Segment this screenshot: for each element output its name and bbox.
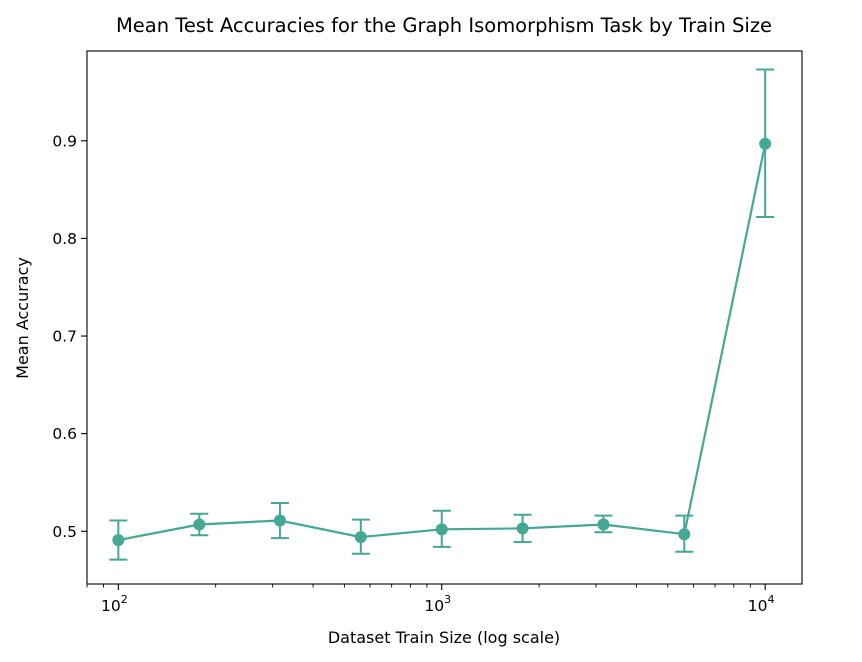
plot-frame	[86, 50, 803, 585]
data-point	[597, 518, 610, 531]
y-tick-label: 0.8	[52, 230, 77, 248]
data-point	[516, 522, 529, 535]
data-point	[354, 531, 367, 544]
x-tick-label: 102	[101, 593, 128, 615]
plot-area: 0.5 0.6 0.7 0.8 0.9 102 103 104	[52, 50, 803, 615]
data-point	[112, 534, 125, 547]
y-tick-label: 0.6	[52, 425, 77, 443]
data-point	[759, 137, 772, 150]
data-point	[435, 523, 448, 536]
y-tick-label: 0.5	[52, 523, 77, 541]
data-point	[678, 528, 691, 541]
series-line	[118, 143, 767, 542]
y-axis-label: Mean Accuracy	[13, 257, 32, 379]
data-point	[193, 518, 206, 531]
x-tick-label: 104	[748, 593, 775, 615]
y-tick-label: 0.9	[52, 132, 77, 150]
x-tick-label: 103	[424, 593, 451, 615]
x-axis-label: Dataset Train Size (log scale)	[328, 628, 560, 647]
data-point	[273, 514, 286, 527]
chart-title: Mean Test Accuracies for the Graph Isomo…	[116, 14, 772, 37]
y-tick-label: 0.7	[52, 328, 77, 346]
